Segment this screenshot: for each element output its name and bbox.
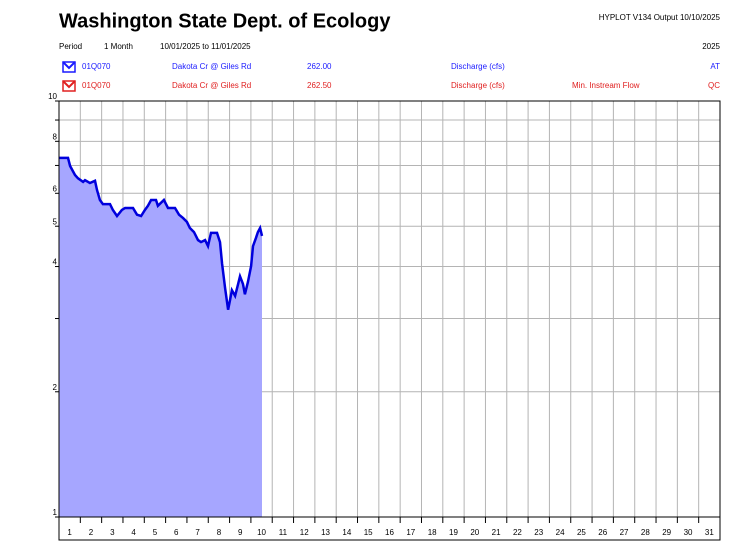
x-axis-strip (58, 516, 721, 541)
x-tick-label: 15 (364, 528, 373, 537)
x-tick-label: 3 (110, 528, 115, 537)
legend-station: Dakota Cr @ Giles Rd (172, 62, 251, 71)
x-tick-label: 9 (238, 528, 243, 537)
x-tick-label: 2 (89, 528, 94, 537)
legend-station: Dakota Cr @ Giles Rd (172, 81, 251, 90)
x-tick-label: 18 (428, 528, 437, 537)
legend-flag: AT (710, 62, 720, 71)
legend-icon (62, 80, 76, 92)
x-tick-label: 11 (279, 528, 288, 537)
y-tick-label: 8 (53, 132, 58, 141)
x-tick-label: 31 (705, 528, 714, 537)
legend-number: 262.50 (307, 81, 332, 90)
x-tick-label: 24 (556, 528, 565, 537)
x-tick-label: 7 (195, 528, 200, 537)
x-tick-label: 17 (406, 528, 415, 537)
legend-parameter: Discharge (cfs) (451, 62, 505, 71)
x-tick-label: 5 (153, 528, 158, 537)
legend-code: 01Q070 (82, 81, 111, 90)
x-tick-label: 14 (342, 528, 351, 537)
x-tick-label: 27 (620, 528, 629, 537)
x-tick-label: 20 (470, 528, 479, 537)
period: 1 Month (104, 42, 133, 51)
legend-parameter: Discharge (cfs) (451, 81, 505, 90)
x-tick-label: 30 (684, 528, 693, 537)
x-tick-label: 1 (67, 528, 72, 537)
legend-code: 01Q070 (82, 62, 111, 71)
x-tick-label: 22 (513, 528, 522, 537)
x-tick-label: 13 (321, 528, 330, 537)
x-tick-label: 16 (385, 528, 394, 537)
y-tick-label: 6 (53, 184, 58, 193)
legend-number: 262.00 (307, 62, 332, 71)
y-tick-label: 4 (53, 258, 58, 267)
x-tick-label: 10 (257, 528, 266, 537)
x-tick-label: 8 (217, 528, 222, 537)
year: 2025 (702, 42, 720, 51)
x-tick-label: 6 (174, 528, 179, 537)
x-tick-label: 26 (598, 528, 607, 537)
x-tick-label: 23 (534, 528, 543, 537)
legend-icon (62, 61, 76, 73)
period-label: Period (59, 42, 82, 51)
area (59, 157, 262, 517)
y-tick-label: 5 (53, 217, 58, 226)
x-tick-label: 28 (641, 528, 650, 537)
y-tick-label: 10 (48, 92, 57, 101)
x-tick-label: 25 (577, 528, 586, 537)
line (59, 156, 264, 310)
x-tick-label: 12 (300, 528, 309, 537)
y-tick-label: 2 (53, 383, 58, 392)
output-note: HYPLOT V134 Output 10/10/2025 (599, 13, 721, 22)
x-tick-label: 21 (492, 528, 501, 537)
x-tick-label: 29 (662, 528, 671, 537)
y-tick-label: 1 (53, 508, 58, 517)
legend-flag: QC (708, 81, 720, 90)
x-tick-label: 19 (449, 528, 458, 537)
legend-icon (62, 61, 76, 70)
legend-icon (62, 80, 76, 89)
legend-note: Min. Instream Flow (572, 81, 640, 90)
date-range: 10/01/2025 to 11/01/2025 (160, 42, 251, 51)
chart-title: Washington State Dept. of Ecology (59, 10, 391, 32)
x-tick-label: 4 (131, 528, 136, 537)
